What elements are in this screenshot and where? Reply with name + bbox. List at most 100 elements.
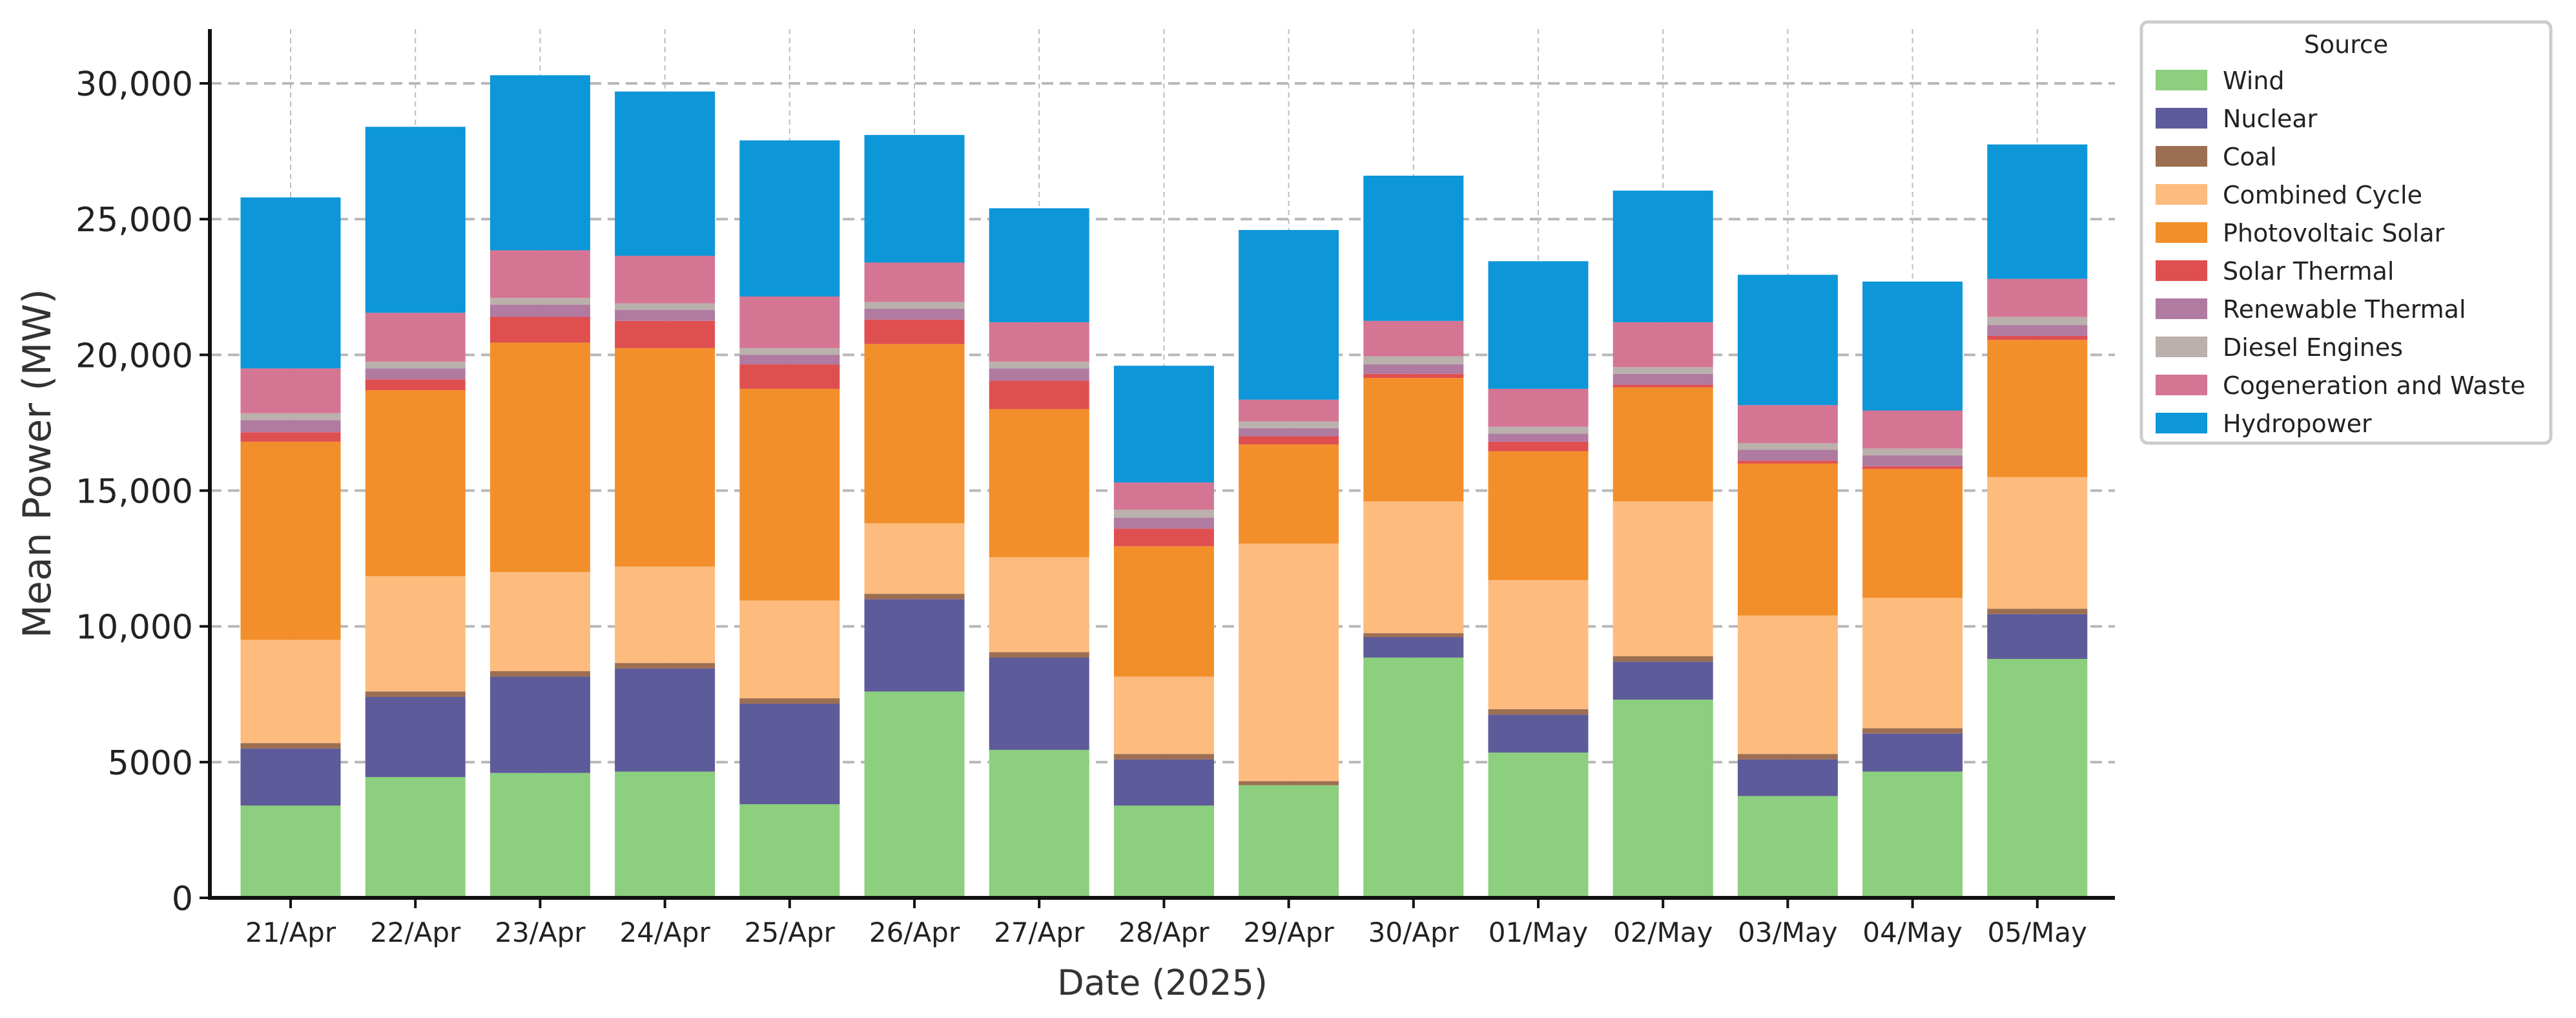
bar-stack	[489, 75, 590, 898]
bar-segment-coal	[1862, 728, 1963, 734]
bar-stack	[1987, 144, 2088, 898]
bar-segment-wind	[1987, 659, 2088, 898]
x-tick-label: 22/Apr	[370, 917, 461, 948]
bar-segment-combined-cycle	[1113, 676, 1214, 754]
bar-segment-combined-cycle	[1488, 580, 1589, 709]
bar-segment-wind	[365, 776, 466, 898]
bar-segment-renewable-thermal	[739, 355, 840, 365]
bar-segment-combined-cycle	[1239, 543, 1339, 782]
bar-segment-hydropower	[864, 134, 965, 263]
x-tick-label: 24/Apr	[619, 917, 710, 948]
bar-segment-solar-thermal	[615, 320, 716, 348]
x-tick-label: 25/Apr	[745, 917, 836, 948]
x-tick-labels: 21/Apr 22/Apr 23/Apr 24/Apr 25/Apr 26/Apr 27/A…	[245, 898, 2087, 948]
bar-stack	[1862, 281, 1963, 898]
legend-label: Combined Cycle	[2223, 181, 2422, 209]
bar-segment-wind	[1613, 700, 1713, 898]
legend-item-nuclear: Nuclear	[2156, 105, 2318, 133]
bar-segment-nuclear	[1737, 759, 1838, 796]
bar-segment-renewable-thermal	[864, 308, 965, 320]
bar-segment-wind	[1239, 785, 1339, 898]
bar-segment-photovoltaic-solar	[1862, 468, 1963, 598]
legend-swatch	[2156, 298, 2207, 319]
bar-segment-coal	[1113, 754, 1214, 760]
bar-segment-nuclear	[739, 703, 840, 804]
bar-segment-wind	[615, 771, 716, 898]
bar-segment-nuclear	[864, 599, 965, 692]
legend-label: Diesel Engines	[2223, 333, 2403, 362]
bar-segment-combined-cycle	[1737, 615, 1838, 754]
bar-segment-coal	[739, 698, 840, 704]
bar-segment-wind	[739, 804, 840, 898]
legend-swatch	[2156, 108, 2207, 129]
bar-segment-coal	[489, 671, 590, 677]
legend-item-diesel-engines: Diesel Engines	[2156, 333, 2403, 362]
bars	[240, 75, 2088, 898]
bar-segment-coal	[1239, 781, 1339, 785]
bar-segment-cogeneration-and-waste	[1737, 405, 1838, 443]
bar-segment-cogeneration-and-waste	[615, 255, 716, 304]
bar-segment-cogeneration-and-waste	[989, 322, 1089, 362]
bar-segment-combined-cycle	[864, 523, 965, 594]
legend-item-photovoltaic-solar: Photovoltaic Solar	[2156, 219, 2445, 247]
legend-title: Source	[2304, 30, 2389, 59]
bar-segment-combined-cycle	[240, 639, 341, 743]
bar-segment-renewable-thermal	[240, 420, 341, 433]
bar-segment-solar-thermal	[240, 432, 341, 442]
y-tick-label: 10,000	[76, 608, 193, 647]
bar-segment-hydropower	[615, 91, 716, 256]
bar-segment-diesel-engines	[365, 361, 466, 369]
y-tick-label: 15,000	[76, 473, 193, 512]
bar-segment-renewable-thermal	[1113, 517, 1214, 529]
bar-segment-solar-thermal	[1987, 335, 2088, 340]
bar-segment-photovoltaic-solar	[240, 441, 341, 640]
x-tick-label: 23/Apr	[495, 917, 586, 948]
bar-segment-renewable-thermal	[489, 304, 590, 317]
y-axis-title: Mean Power (MW)	[15, 289, 60, 638]
bar-segment-photovoltaic-solar	[615, 348, 716, 567]
x-tick-label: 30/Apr	[1368, 917, 1459, 948]
bar-segment-diesel-engines	[1488, 426, 1589, 434]
bar-segment-cogeneration-and-waste	[864, 262, 965, 302]
bar-segment-cogeneration-and-waste	[489, 250, 590, 298]
legend-item-solar-thermal: Solar Thermal	[2156, 257, 2394, 286]
bar-segment-hydropower	[1737, 275, 1838, 406]
legend-label: Renewable Thermal	[2223, 295, 2466, 324]
x-tick-label: 28/Apr	[1118, 917, 1210, 948]
bar-segment-diesel-engines	[1113, 509, 1214, 518]
bar-segment-renewable-thermal	[1862, 455, 1963, 466]
bar-segment-cogeneration-and-waste	[1239, 399, 1339, 422]
bar-segment-cogeneration-and-waste	[365, 313, 466, 362]
bar-segment-combined-cycle	[1363, 501, 1464, 634]
bar-segment-nuclear	[615, 668, 716, 772]
legend-swatch	[2156, 70, 2207, 90]
bar-segment-hydropower	[1987, 144, 2088, 279]
bar-segment-photovoltaic-solar	[1987, 340, 2088, 477]
bar-stack	[1613, 191, 1713, 898]
bar-segment-renewable-thermal	[365, 368, 466, 380]
legend-label: Photovoltaic Solar	[2223, 219, 2445, 247]
y-tick-label: 20,000	[76, 337, 193, 375]
bar-segment-hydropower	[1113, 366, 1214, 483]
bar-segment-cogeneration-and-waste	[739, 296, 840, 348]
legend-label: Cogeneration and Waste	[2223, 371, 2526, 400]
bar-segment-wind	[864, 691, 965, 898]
axes	[208, 29, 2115, 900]
bar-segment-coal	[615, 663, 716, 669]
bar-stack	[1737, 275, 1838, 898]
bar-segment-solar-thermal	[1613, 384, 1713, 388]
bar-segment-wind	[489, 773, 590, 898]
bar-segment-combined-cycle	[489, 572, 590, 672]
x-tick-label: 26/Apr	[869, 917, 960, 948]
legend-label: Hydropower	[2223, 410, 2372, 438]
bar-segment-photovoltaic-solar	[1613, 387, 1713, 502]
bar-segment-photovoltaic-solar	[1737, 463, 1838, 616]
bar-segment-renewable-thermal	[1613, 373, 1713, 385]
bar-segment-wind	[240, 805, 341, 898]
bar-segment-solar-thermal	[1113, 528, 1214, 546]
bar-segment-hydropower	[739, 140, 840, 297]
bar-segment-solar-thermal	[1239, 436, 1339, 445]
y-tick-labels: 0 5000 10,000 15,000 20,000 25,000 30,000	[76, 65, 210, 919]
bar-segment-solar-thermal	[365, 379, 466, 391]
bar-segment-solar-thermal	[1488, 441, 1589, 452]
